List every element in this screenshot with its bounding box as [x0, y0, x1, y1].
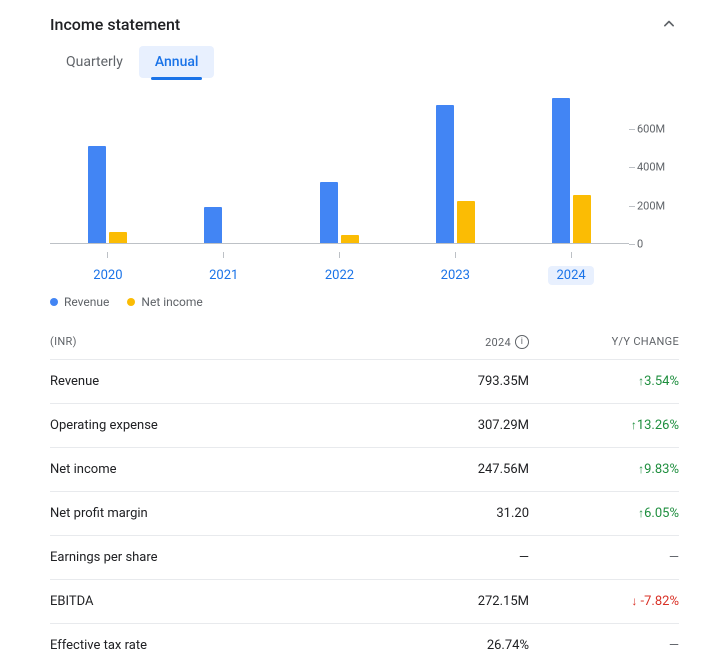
info-icon[interactable]: i — [515, 335, 529, 349]
metric-value: — — [379, 550, 529, 565]
tab-annual[interactable]: Annual — [139, 46, 215, 78]
table-row[interactable]: EBITDA272.15M↓ -7.82% — [50, 579, 679, 623]
year-label-2022[interactable]: 2022 — [317, 266, 362, 285]
metric-label: EBITDA — [50, 594, 379, 609]
metric-label: Net profit margin — [50, 506, 379, 521]
legend-dot-icon — [127, 298, 135, 306]
revenue-bar — [436, 105, 454, 243]
metric-value: 793.35M — [379, 374, 529, 389]
y-tick-label: 400M — [637, 161, 665, 174]
legend-item: Revenue — [50, 295, 109, 309]
table-row[interactable]: Earnings per share—— — [50, 535, 679, 579]
bar-group-2022[interactable] — [282, 94, 398, 243]
bar-group-2021[interactable] — [166, 94, 282, 243]
metric-label: Net income — [50, 462, 379, 477]
table-header-row: (INR) 2024 i Y/Y CHANGE — [50, 325, 679, 359]
chart-legend: Revenue Net income — [50, 295, 679, 309]
y-tick-label: 600M — [637, 122, 665, 135]
metric-value: 31.20 — [379, 506, 529, 521]
chart-bars — [50, 94, 629, 243]
year-label-2023[interactable]: 2023 — [433, 266, 478, 285]
year-label-2021[interactable]: 2021 — [201, 266, 246, 285]
metric-change: — — [529, 550, 679, 565]
chart-x-axis: 2020 2021 2022 2023 2024 — [50, 252, 629, 285]
tab-quarterly[interactable]: Quarterly — [50, 46, 139, 78]
table-row[interactable]: Net profit margin31.20↑6.05% — [50, 491, 679, 535]
revenue-bar — [320, 182, 338, 243]
year-label-2020[interactable]: 2020 — [85, 266, 130, 285]
table-row[interactable]: Revenue793.35M↑3.54% — [50, 359, 679, 403]
y-tick-label: 0 — [637, 238, 643, 251]
revenue-bar — [204, 207, 222, 243]
year-label-2024[interactable]: 2024 — [548, 266, 593, 285]
metric-change: ↑9.83% — [529, 462, 679, 477]
period-tabs: QuarterlyAnnual — [50, 46, 679, 78]
metric-label: Earnings per share — [50, 550, 379, 565]
revenue-bar — [88, 146, 106, 243]
currency-label: (INR) — [50, 335, 379, 349]
section-title: Income statement — [50, 15, 180, 34]
metric-value: 26.74% — [379, 638, 529, 653]
income-chart: 600M400M200M0 — [50, 94, 679, 244]
metric-change: ↑6.05% — [529, 506, 679, 521]
metric-value: 247.56M — [379, 462, 529, 477]
legend-dot-icon — [50, 298, 58, 306]
metric-label: Effective tax rate — [50, 638, 379, 653]
metric-label: Revenue — [50, 374, 379, 389]
year-column-header: 2024 i — [379, 335, 529, 349]
table-row[interactable]: Operating expense307.29M↑13.26% — [50, 403, 679, 447]
bar-group-2020[interactable] — [50, 94, 166, 243]
table-body: Revenue793.35M↑3.54%Operating expense307… — [50, 359, 679, 667]
net-income-bar — [573, 195, 591, 243]
section-header: Income statement — [50, 10, 679, 46]
net-income-bar — [457, 201, 475, 243]
net-income-bar — [109, 232, 127, 243]
net-income-bar — [341, 235, 359, 243]
change-column-header: Y/Y CHANGE — [529, 335, 679, 349]
chart-plot-area — [50, 94, 629, 244]
collapse-icon[interactable] — [659, 14, 679, 34]
metric-value: 272.15M — [379, 594, 529, 609]
chart-y-axis: 600M400M200M0 — [629, 94, 679, 244]
metric-change: ↓ -7.82% — [529, 594, 679, 609]
legend-item: Net income — [127, 295, 202, 309]
metric-change: ↑13.26% — [529, 418, 679, 433]
bar-group-2024[interactable] — [513, 94, 629, 243]
bar-group-2023[interactable] — [397, 94, 513, 243]
metric-label: Operating expense — [50, 418, 379, 433]
metric-value: 307.29M — [379, 418, 529, 433]
table-row[interactable]: Effective tax rate26.74%— — [50, 623, 679, 667]
metric-change: ↑3.54% — [529, 374, 679, 389]
y-tick-label: 200M — [637, 199, 665, 212]
metric-change: — — [529, 638, 679, 653]
table-row[interactable]: Net income247.56M↑9.83% — [50, 447, 679, 491]
revenue-bar — [552, 98, 570, 243]
